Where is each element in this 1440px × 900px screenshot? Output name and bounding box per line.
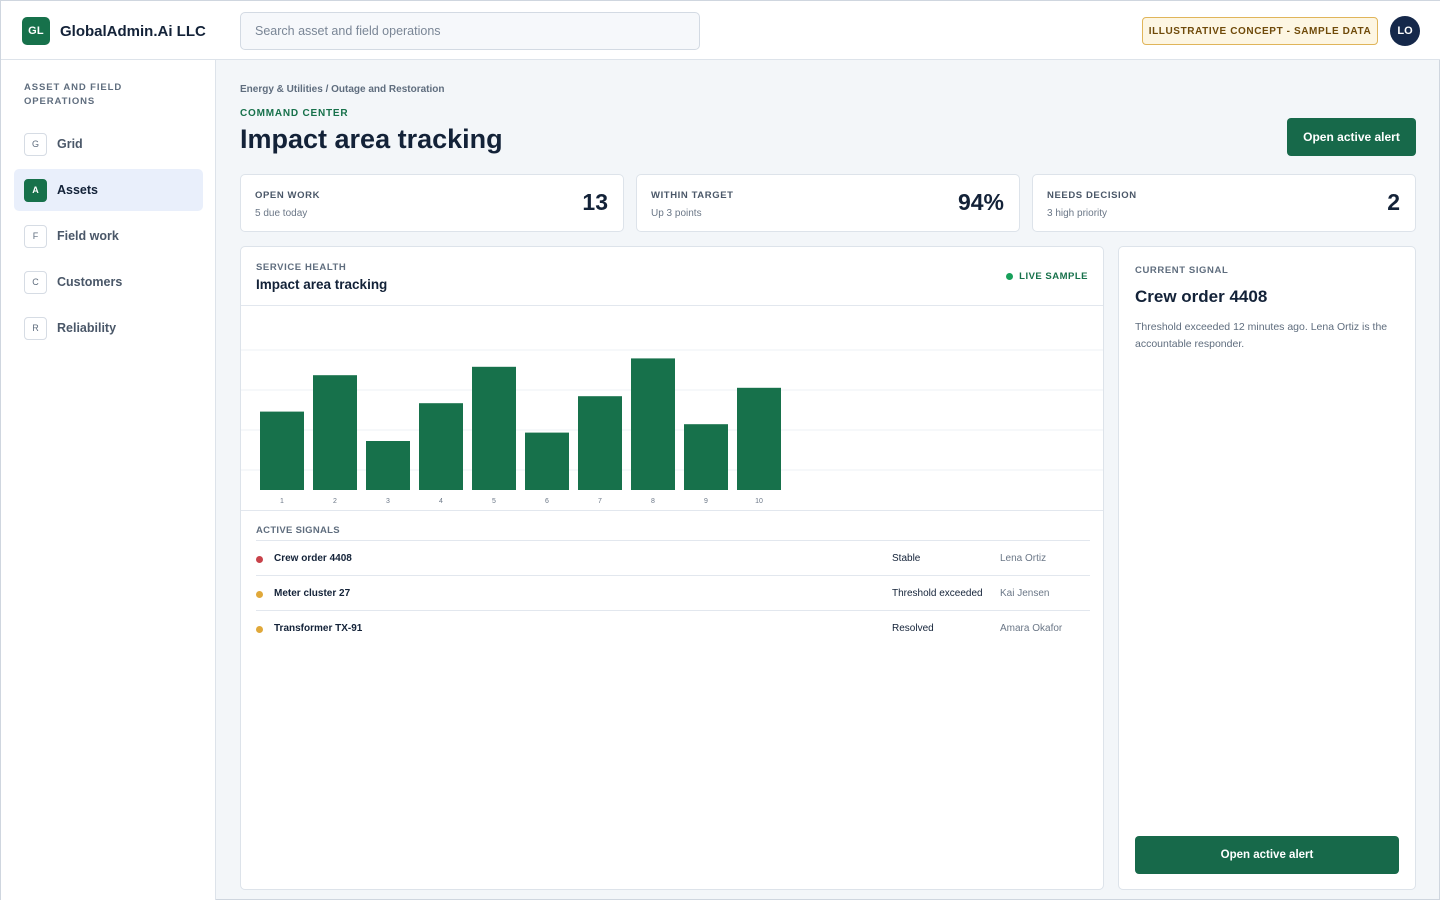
sidebar-item-customers[interactable]: C Customers <box>14 261 203 303</box>
customers-key-icon: C <box>24 270 47 294</box>
panel-title: Impact area tracking <box>256 277 388 292</box>
company-name: GlobalAdmin.Ai LLC <box>60 22 206 40</box>
service-health-panel: SERVICE HEALTH Impact area tracking LIVE… <box>240 246 1104 890</box>
active-signals-heading: ACTIVE SIGNALS <box>256 525 340 536</box>
x-tick-label: 8 <box>651 498 655 505</box>
status-dot-icon <box>256 626 263 633</box>
stat-value: 94% <box>957 189 1004 215</box>
x-tick-label: 6 <box>545 498 549 505</box>
divider <box>241 305 1103 306</box>
chart-bar[interactable] <box>737 387 781 490</box>
signal-name: Crew order 4408 <box>274 553 352 564</box>
signal-owner: Lena Ortiz <box>1000 553 1047 564</box>
chart-bar[interactable] <box>419 403 463 490</box>
current-signal-title: Crew order 4408 <box>1135 287 1268 306</box>
signal-owner: Amara Okafor <box>1000 623 1063 634</box>
brand[interactable]: GL GlobalAdmin.Ai LLC <box>22 17 206 45</box>
active-signals-list: Crew order 4408 Stable Lena Ortiz Meter … <box>256 540 1090 645</box>
company-logo: GL <box>22 17 50 45</box>
assets-key-icon: A <box>24 178 47 202</box>
signal-row[interactable]: Meter cluster 27 Threshold exceeded Kai … <box>256 575 1090 610</box>
sample-data-badge: ILLUSTRATIVE CONCEPT - SAMPLE DATA <box>1142 17 1378 45</box>
top-bar: GL GlobalAdmin.Ai LLC ILLUSTRATIVE CONCE… <box>1 1 1440 60</box>
sidebar-item-grid[interactable]: G Grid <box>14 123 203 165</box>
sidebar-item-label: Assets <box>57 183 98 197</box>
sidebar: ASSET AND FIELD OPERATIONS G Grid A Asse… <box>1 60 216 900</box>
x-tick-label: 4 <box>439 498 443 505</box>
field-work-key-icon: F <box>24 224 47 248</box>
chart-bar[interactable] <box>472 366 516 490</box>
page-title: Impact area tracking <box>240 124 503 154</box>
stat-value: 2 <box>1387 189 1400 215</box>
chart-bar[interactable] <box>631 358 675 490</box>
signal-name: Meter cluster 27 <box>274 588 351 599</box>
chart-bar[interactable] <box>260 411 304 490</box>
grid-key-icon: G <box>24 132 47 156</box>
x-tick-label: 3 <box>386 498 390 505</box>
search-input[interactable] <box>240 12 700 50</box>
live-sample-label: LIVE SAMPLE <box>1019 271 1088 282</box>
signal-owner: Kai Jensen <box>1000 588 1050 599</box>
signal-name: Transformer TX-91 <box>274 623 363 634</box>
x-tick-label: 9 <box>704 498 708 505</box>
signal-status: Resolved <box>892 623 934 634</box>
sidebar-item-label: Reliability <box>57 321 117 335</box>
chart-bar[interactable] <box>366 441 410 490</box>
chart-bar[interactable] <box>313 375 357 490</box>
sidebar-heading: ASSET AND FIELD OPERATIONS <box>24 82 123 107</box>
signal-status: Threshold exceeded <box>892 588 983 599</box>
status-dot-icon <box>256 556 263 563</box>
sidebar-item-label: Customers <box>57 275 123 289</box>
page-eyebrow: COMMAND CENTER <box>240 108 349 119</box>
x-tick-label: 10 <box>755 498 763 505</box>
live-dot-icon <box>1006 273 1014 280</box>
x-tick-label: 1 <box>280 498 284 505</box>
live-sample-badge: LIVE SAMPLE <box>1006 271 1088 282</box>
current-signal-eyebrow: CURRENT SIGNAL <box>1135 265 1229 276</box>
chart-bar[interactable] <box>684 424 728 490</box>
current-signal-description: Threshold exceeded 12 minutes ago. Lena … <box>1135 321 1388 350</box>
x-tick-label: 7 <box>598 498 602 505</box>
stat-subtext: Up 3 points <box>651 208 702 219</box>
stat-label: NEEDS DECISION <box>1047 190 1137 201</box>
status-dot-icon <box>256 591 263 598</box>
reliability-key-icon: R <box>24 316 47 340</box>
stat-card-open-work: OPEN WORK 5 due today 13 <box>240 174 624 232</box>
stat-value: 13 <box>582 189 608 215</box>
signal-status: Stable <box>892 553 921 564</box>
sidebar-item-field-work[interactable]: F Field work <box>14 215 203 257</box>
bar-chart: 1 2 3 4 5 6 7 8 9 10 <box>241 349 1103 505</box>
sidebar-item-label: Field work <box>57 229 119 243</box>
stat-card-within-target: WITHIN TARGET Up 3 points 94% <box>636 174 1020 232</box>
current-signal-panel: CURRENT SIGNAL Crew order 4408 Threshold… <box>1118 246 1416 890</box>
stat-card-needs-decision: NEEDS DECISION 3 high priority 2 <box>1032 174 1416 232</box>
x-tick-label: 2 <box>333 498 337 505</box>
stat-subtext: 5 due today <box>255 208 308 219</box>
divider <box>241 510 1103 511</box>
panel-eyebrow: SERVICE HEALTH <box>256 262 347 273</box>
chart-bar[interactable] <box>525 432 569 490</box>
x-tick-label: 5 <box>492 498 496 505</box>
stat-label: WITHIN TARGET <box>651 190 734 201</box>
stat-label: OPEN WORK <box>255 190 321 201</box>
user-avatar[interactable]: LO <box>1390 16 1420 46</box>
stat-subtext: 3 high priority <box>1047 208 1108 219</box>
signal-row[interactable]: Transformer TX-91 Resolved Amara Okafor <box>256 610 1090 645</box>
sidebar-item-reliability[interactable]: R Reliability <box>14 307 203 349</box>
sidebar-item-assets[interactable]: A Assets <box>14 169 203 211</box>
open-active-alert-button[interactable]: Open active alert <box>1287 118 1416 156</box>
breadcrumb: Energy & Utilities / Outage and Restorat… <box>240 84 445 95</box>
open-active-alert-button[interactable]: Open active alert <box>1135 836 1399 874</box>
sidebar-item-label: Grid <box>57 137 83 151</box>
chart-bar[interactable] <box>578 396 622 490</box>
signal-row[interactable]: Crew order 4408 Stable Lena Ortiz <box>256 540 1090 575</box>
